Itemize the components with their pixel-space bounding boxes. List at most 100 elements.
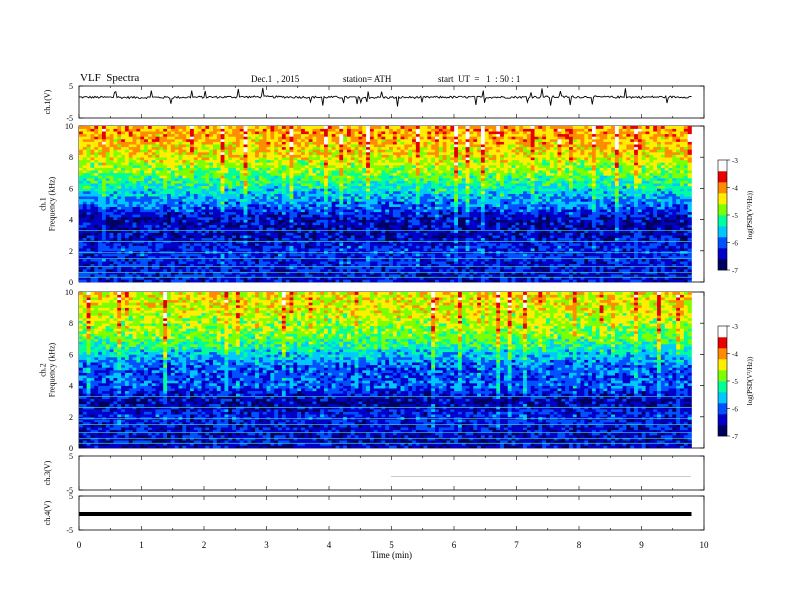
spectrogram-cell [175,129,179,132]
spectrogram-cell [171,157,175,160]
spectrogram-cell [209,279,213,282]
spectrogram-cell [152,152,156,155]
spectrogram-cell [167,227,171,230]
spectrogram-cell [182,155,186,158]
spectrogram-cell [171,196,175,199]
spectrogram-cell [167,272,171,275]
spectrogram-cell [202,175,206,178]
spectrogram-cell [117,178,121,181]
spectrogram-cell [190,173,194,176]
spectrogram-cell [133,204,137,207]
spectrogram-cell [198,222,202,225]
spectrogram-cell [133,131,137,134]
spectrogram-cell [221,243,225,246]
spectrogram-cell [110,204,114,207]
spectrogram-cell [110,240,114,243]
spectrogram-cell [121,246,125,249]
spectrogram-cell [94,157,98,160]
spectrogram-cell [148,152,152,155]
spectrogram-cell [190,217,194,220]
spectrogram-cell [152,214,156,217]
spectrogram-cell [159,191,163,194]
spectrogram-cell [179,212,183,215]
spectrogram-cell [79,134,83,137]
spectrogram-cell [175,233,179,236]
spectrogram-cell [102,279,106,282]
spectrogram-cell [163,261,167,264]
spectrogram-cell [121,186,125,189]
spectrogram-cell [144,253,148,256]
spectrogram-cell [179,175,183,178]
spectrogram-cell [148,178,152,181]
spectrogram-cell [106,238,110,241]
spectrogram-cell [121,220,125,223]
spectrogram-cell [175,134,179,137]
spectrogram-cell [224,274,228,277]
spectrogram-cell [179,233,183,236]
spectrogram-cell [87,129,91,132]
spectrogram-cell [217,214,221,217]
spectrogram-cell [110,274,114,277]
spectrogram-cell [209,259,213,262]
spectrogram-cell [152,269,156,272]
spectrogram-cell [163,165,167,168]
spectrogram-cell [148,188,152,191]
spectrogram-cell [117,259,121,262]
spectrogram-cell [125,134,129,137]
spectrogram-cell [167,214,171,217]
spectrogram-cell [79,207,83,210]
spectrogram-cell [94,233,98,236]
spectrogram-cell [140,272,144,275]
spectrogram-cell [182,194,186,197]
spectrogram-cell [221,222,225,225]
spectrogram-cell [156,246,160,249]
spectrogram-cell [163,181,167,184]
spectrogram-cell [133,165,137,168]
spectrogram-cell [113,217,117,220]
spectrogram-cell [117,157,121,160]
spectrogram-cell [156,194,160,197]
spectrogram-cell [190,196,194,199]
spectrogram-cell [148,248,152,251]
spectrogram-cell [140,212,144,215]
spectrogram-cell [136,144,140,147]
spectrogram-cell [98,272,102,275]
spectrogram-cell [129,259,133,262]
spectrogram-cell [129,238,133,241]
spectrogram-cell [224,266,228,269]
spectrogram-cell [90,173,94,176]
spectrogram-cell [106,165,110,168]
spectrogram-cell [213,201,217,204]
spectrogram-cell [129,147,133,150]
spectrogram-cell [175,204,179,207]
spectrogram-cell [102,175,106,178]
spectrogram-cell [202,279,206,282]
spectrogram-cell [221,214,225,217]
spectrogram-cell [159,160,163,163]
spectrogram-cell [167,201,171,204]
spectrogram-cell [198,144,202,147]
spectrogram-cell [209,272,213,275]
spectrogram-cell [163,134,167,137]
spectrogram-cell [156,168,160,171]
spectrogram-cell [90,233,94,236]
spectrogram-cell [94,266,98,269]
spectrogram-cell [213,157,217,160]
spectrogram-cell [156,186,160,189]
spectrogram-cell [117,240,121,243]
spectrogram-cell [110,188,114,191]
spectrogram-cell [79,131,83,134]
spectrogram-cell [148,142,152,145]
spectrogram-cell [198,201,202,204]
spectrogram-cell [167,212,171,215]
spectrogram-cell [205,175,209,178]
spectrogram-cell [140,209,144,212]
spectrogram-cell [179,240,183,243]
spectrogram-cell [152,155,156,158]
spectrogram-cell [106,243,110,246]
spectrogram-cell [159,225,163,228]
spectrogram-cell [87,188,91,191]
spectrogram-cell [90,212,94,215]
spectrogram-cell [217,181,221,184]
spectrogram-cell [179,131,183,134]
